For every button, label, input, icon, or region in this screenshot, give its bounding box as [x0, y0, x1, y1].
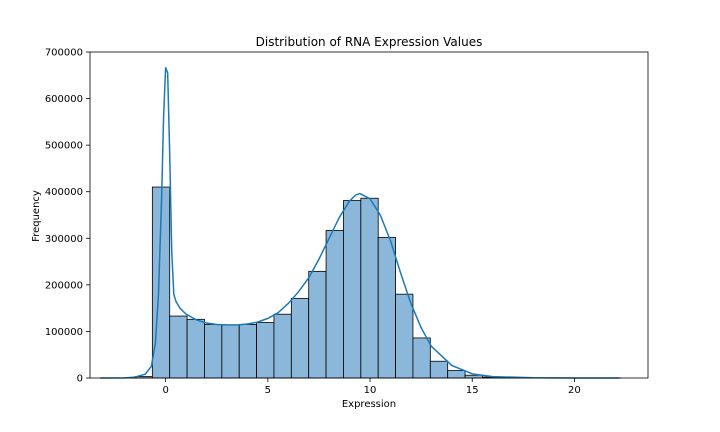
histogram-bar — [238, 324, 257, 379]
y-tick-label: 500000 — [45, 141, 83, 152]
histogram-bar — [186, 318, 205, 379]
x-tick-label: 20 — [568, 385, 581, 396]
y-tick-label: 600000 — [45, 94, 83, 105]
histogram-bar — [325, 229, 344, 379]
histogram-bar — [412, 337, 431, 379]
histogram-bar — [256, 322, 275, 379]
y-axis-label: Frequency — [31, 190, 42, 242]
plot-frame — [89, 51, 649, 379]
x-tick-label: 10 — [364, 385, 377, 396]
x-tick-label: 0 — [162, 385, 168, 396]
y-tick-label: 0 — [77, 374, 83, 385]
histogram-bar — [447, 370, 466, 379]
histogram-bar — [360, 197, 379, 379]
y-tick-label: 100000 — [45, 327, 83, 338]
histogram-bars — [117, 186, 622, 379]
y-tick-label: 200000 — [45, 280, 83, 291]
x-tick-label: 5 — [265, 385, 271, 396]
x-tick-label: 15 — [466, 385, 479, 396]
chart-title: Distribution of RNA Expression Values — [256, 35, 483, 49]
y-tick-label: 700000 — [45, 48, 83, 59]
y-axis-ticks: 0 100000 200000 300000 400000 500000 600000 700… — [45, 48, 90, 385]
histogram-bar — [273, 313, 292, 379]
y-tick-label: 400000 — [45, 187, 83, 198]
histogram-bar — [308, 270, 327, 379]
histogram-bar — [464, 374, 483, 379]
histogram-bar — [377, 236, 396, 379]
kde-curve — [100, 67, 620, 379]
histogram-bar — [204, 324, 223, 379]
histogram-bar — [169, 315, 188, 379]
histogram-bar — [221, 324, 240, 379]
histogram-bar — [290, 297, 310, 379]
x-axis-label: Expression — [342, 399, 396, 410]
histogram-bar — [395, 293, 414, 379]
x-axis-ticks: 0 5 10 15 20 — [162, 378, 581, 396]
histogram-bar — [343, 200, 362, 379]
histogram-bar — [429, 360, 449, 379]
y-tick-label: 300000 — [45, 234, 83, 245]
